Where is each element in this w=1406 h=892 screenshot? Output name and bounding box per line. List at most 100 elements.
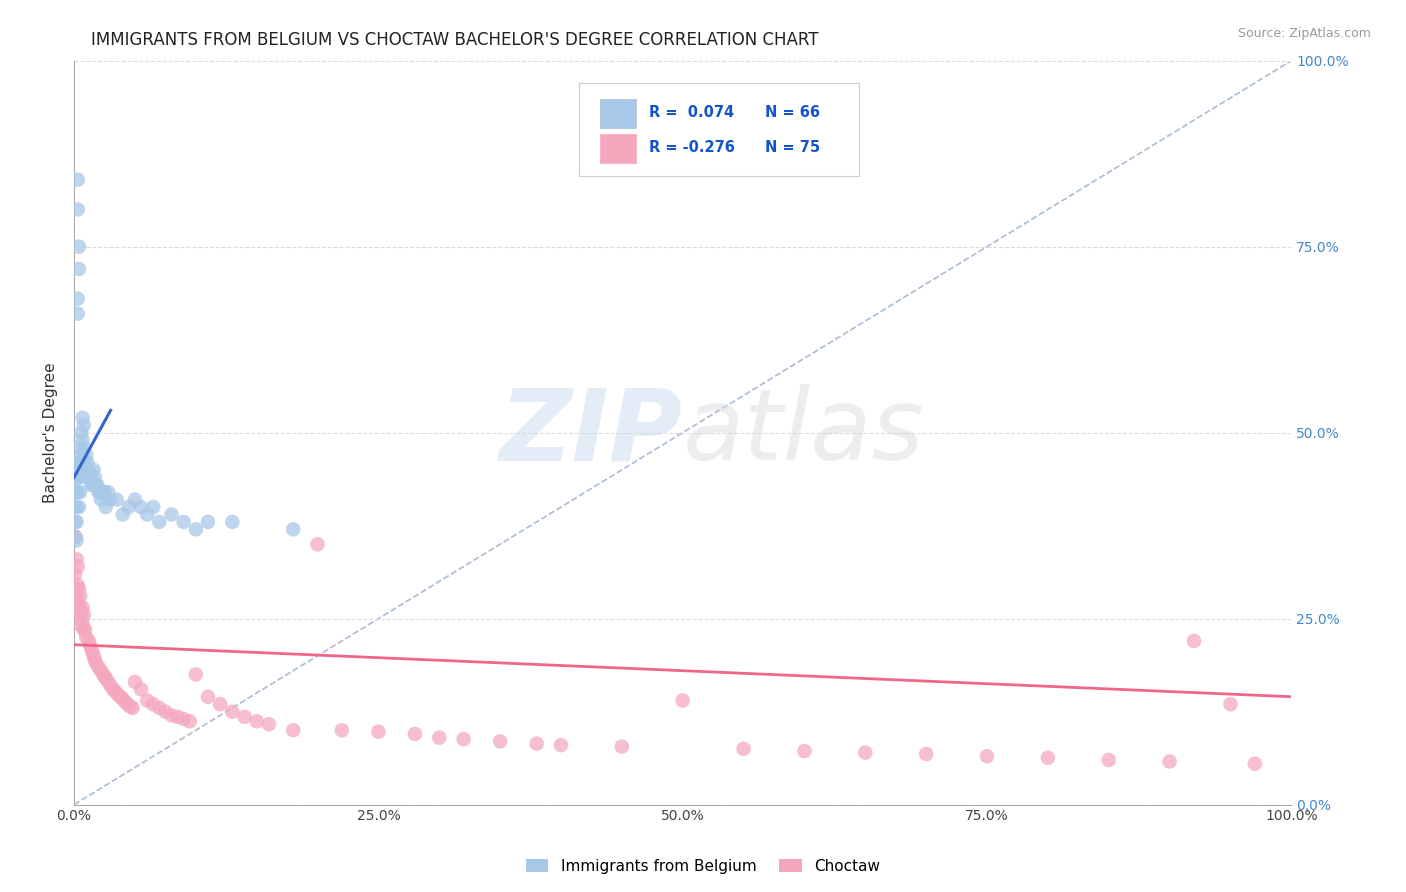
Point [72, 600, 94, 615]
Point [65, 604, 87, 618]
Point [73, 623, 96, 637]
Text: Source: ZipAtlas.com: Source: ZipAtlas.com [1237, 27, 1371, 40]
Point [80, 641, 103, 656]
Point [69, 470, 91, 484]
Point [66, 607, 89, 622]
Point [65, 500, 87, 514]
Point [72, 615, 94, 630]
Point [66, 485, 89, 500]
Point [65, 533, 87, 548]
Point [283, 522, 305, 536]
Point [404, 727, 426, 741]
Point [120, 699, 142, 714]
Point [80, 477, 103, 491]
Point [90, 492, 112, 507]
Point [69, 604, 91, 618]
Point [83, 470, 105, 484]
Point [65, 530, 87, 544]
Point [367, 724, 389, 739]
Text: IMMIGRANTS FROM BELGIUM VS CHOCTAW BACHELOR'S DEGREE CORRELATION CHART: IMMIGRANTS FROM BELGIUM VS CHOCTAW BACHE… [91, 31, 818, 49]
Point [117, 697, 139, 711]
Point [550, 738, 572, 752]
Point [672, 693, 695, 707]
Point [87, 660, 110, 674]
Point [915, 747, 938, 761]
Point [160, 508, 183, 522]
Point [101, 682, 124, 697]
Point [70, 619, 93, 633]
Point [283, 723, 305, 738]
Point [66, 559, 89, 574]
Point [70, 425, 93, 440]
Point [221, 515, 243, 529]
Point [173, 712, 195, 726]
Point [100, 679, 122, 693]
Point [75, 463, 97, 477]
Point [66, 463, 89, 477]
Point [104, 684, 127, 698]
Point [66, 172, 89, 186]
Point [197, 690, 219, 704]
FancyBboxPatch shape [579, 83, 859, 176]
Y-axis label: Bachelor's Degree: Bachelor's Degree [44, 362, 58, 503]
Point [67, 455, 90, 469]
Point [67, 582, 90, 596]
Text: R = -0.276: R = -0.276 [648, 140, 734, 155]
Point [118, 500, 141, 514]
Point [73, 418, 96, 433]
Point [87, 485, 110, 500]
Point [83, 648, 105, 663]
FancyBboxPatch shape [600, 99, 637, 128]
Point [70, 604, 93, 618]
Point [70, 463, 93, 477]
Point [66, 307, 89, 321]
Point [66, 292, 89, 306]
Point [233, 710, 256, 724]
Point [136, 693, 159, 707]
Point [246, 714, 269, 729]
Point [160, 708, 183, 723]
Point [1182, 634, 1205, 648]
Legend: Immigrants from Belgium, Choctaw: Immigrants from Belgium, Choctaw [519, 853, 887, 880]
Point [105, 492, 128, 507]
Point [142, 500, 165, 514]
Point [69, 455, 91, 469]
Point [111, 692, 134, 706]
Point [148, 515, 170, 529]
Point [79, 638, 101, 652]
Point [66, 578, 89, 592]
Point [793, 744, 815, 758]
Point [330, 723, 353, 738]
Point [197, 515, 219, 529]
Point [610, 739, 633, 754]
Point [75, 630, 97, 644]
Point [526, 737, 548, 751]
Point [1219, 697, 1241, 711]
Point [100, 492, 122, 507]
Point [65, 485, 87, 500]
Text: N = 75: N = 75 [765, 140, 821, 155]
Point [69, 485, 91, 500]
Point [110, 690, 132, 704]
Point [976, 749, 998, 764]
Point [65, 590, 87, 604]
Point [67, 600, 90, 615]
Point [90, 664, 112, 678]
Point [73, 623, 96, 637]
Point [76, 455, 98, 469]
Point [65, 470, 87, 484]
Point [453, 732, 475, 747]
Point [427, 731, 450, 745]
Point [70, 448, 93, 462]
Point [179, 714, 201, 729]
Point [65, 485, 87, 500]
Point [209, 697, 232, 711]
Text: R =  0.074: R = 0.074 [648, 105, 734, 120]
Point [257, 717, 280, 731]
Point [65, 530, 87, 544]
Point [733, 741, 755, 756]
Point [124, 674, 146, 689]
Point [221, 705, 243, 719]
Point [93, 670, 115, 684]
Point [82, 645, 104, 659]
